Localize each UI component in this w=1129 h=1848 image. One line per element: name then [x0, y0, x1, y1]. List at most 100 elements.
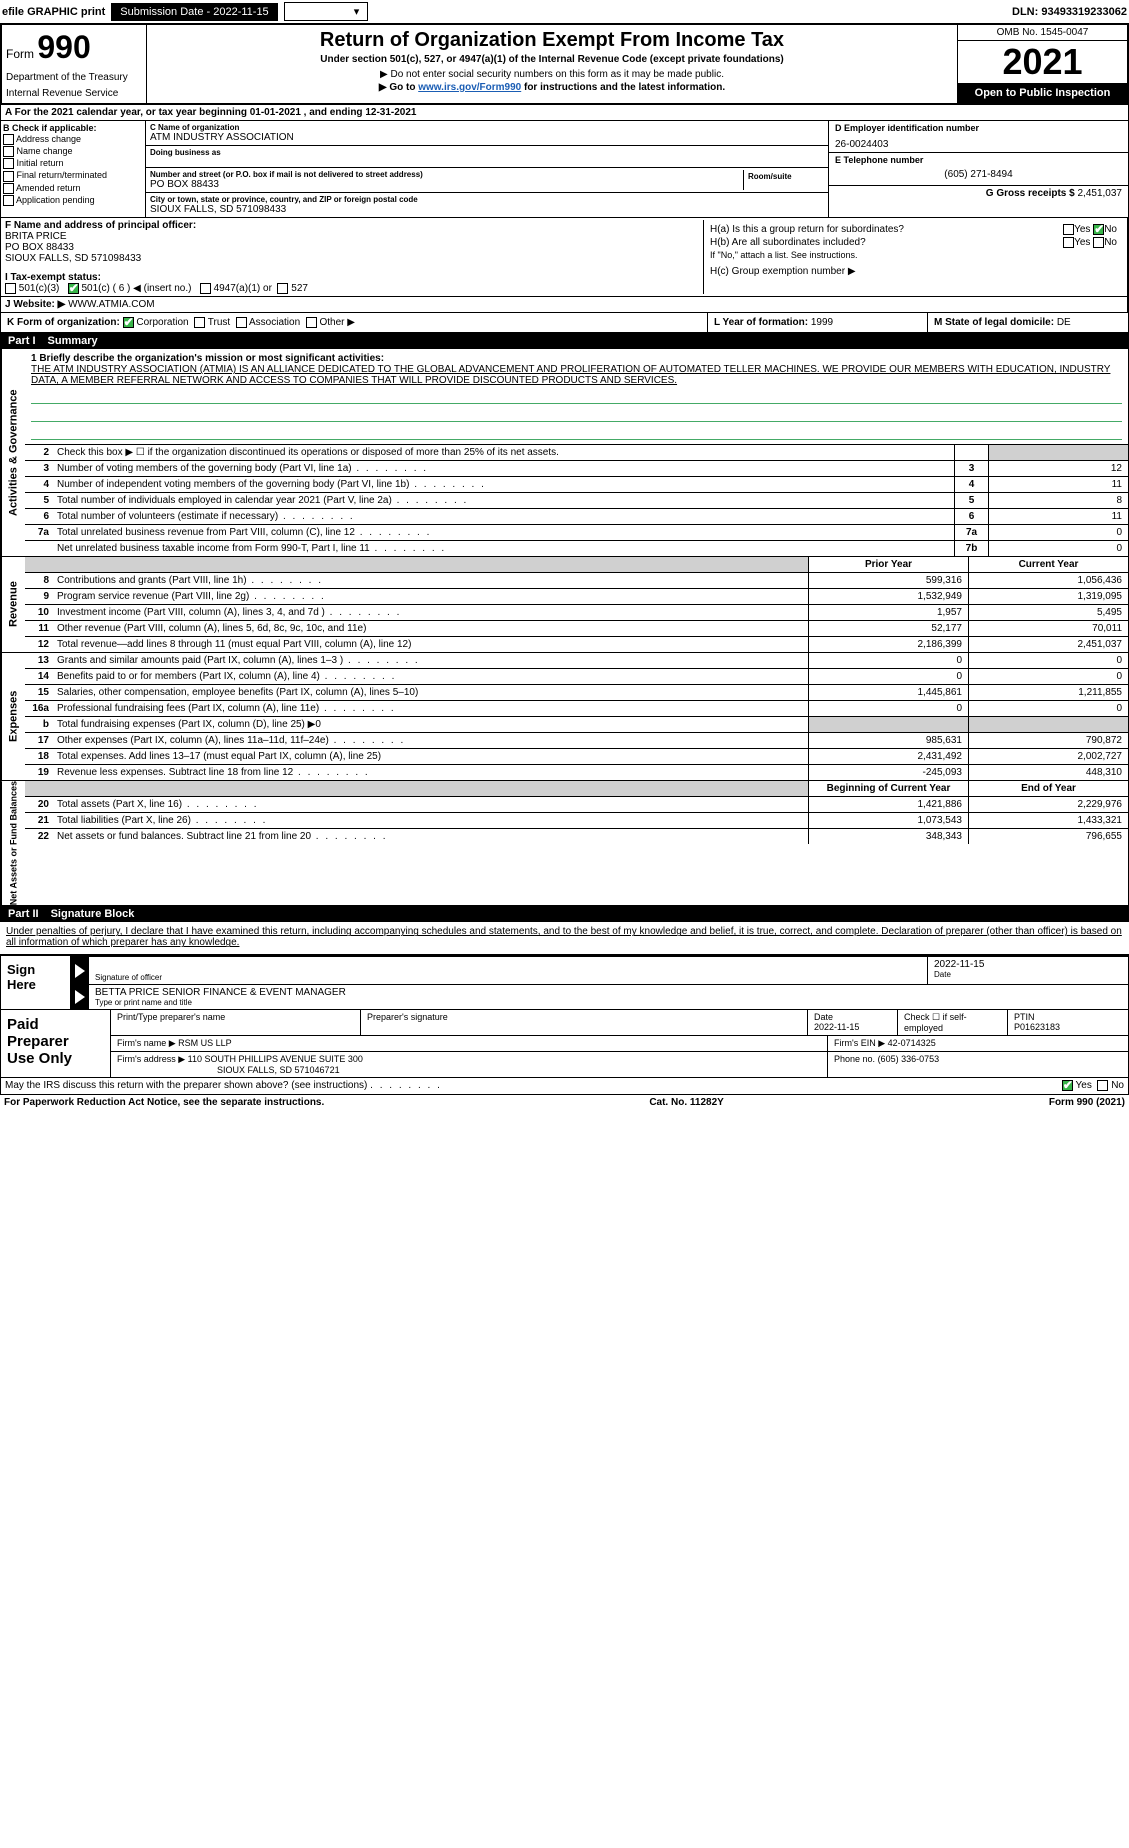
row-12: 12Total revenue—add lines 8 through 11 (…	[25, 637, 1128, 652]
ein-value: 26-0024403	[835, 139, 1122, 150]
form-note2: ▶ Go to www.irs.gov/Form990 for instruct…	[151, 82, 953, 93]
chk-501c3[interactable]	[5, 283, 16, 294]
blank-line	[31, 390, 1122, 404]
chk-hb-no[interactable]	[1093, 237, 1104, 248]
col-header-1: Prior Year Current Year	[25, 557, 1128, 573]
room-label: Room/suite	[744, 170, 824, 190]
chk-527[interactable]	[277, 283, 288, 294]
ein-label: D Employer identification number	[835, 123, 1122, 133]
penalty-text: Under penalties of perjury, I declare th…	[0, 922, 1129, 952]
chk-discuss-no[interactable]	[1097, 1080, 1108, 1091]
box-c: C Name of organization ATM INDUSTRY ASSO…	[146, 121, 828, 217]
calendar-line: A For the 2021 calendar year, or tax yea…	[0, 105, 1129, 121]
website-label: J Website: ▶	[5, 299, 65, 310]
net-assets-section: Net Assets or Fund Balances Beginning of…	[0, 781, 1129, 906]
irs-link[interactable]: www.irs.gov/Form990	[418, 82, 521, 93]
form-footer: Form 990 (2021)	[1049, 1097, 1125, 1108]
submission-date-button[interactable]: Submission Date - 2022-11-15	[111, 3, 277, 21]
chk-application-pending[interactable]: Application pending	[3, 195, 143, 206]
chk-assoc[interactable]	[236, 317, 247, 328]
row-8: 8Contributions and grants (Part VIII, li…	[25, 573, 1128, 589]
website-value: WWW.ATMIA.COM	[68, 299, 154, 310]
row-14: 14Benefits paid to or for members (Part …	[25, 669, 1128, 685]
irs-label: Internal Revenue Service	[6, 88, 142, 99]
domicile-label: M State of legal domicile:	[934, 317, 1054, 328]
row-2: 2 Check this box ▶ ☐ if the organization…	[25, 445, 1128, 461]
addr-label: Number and street (or P.O. box if mail i…	[150, 170, 743, 179]
chk-501c[interactable]	[68, 283, 79, 294]
omb-label: OMB No. 1545-0047	[958, 25, 1127, 41]
col-header-2: Beginning of Current Year End of Year	[25, 781, 1128, 797]
officer-label: F Name and address of principal officer:	[5, 220, 703, 231]
cat-no: Cat. No. 11282Y	[649, 1097, 723, 1108]
row-5: 5Total number of individuals employed in…	[25, 493, 1128, 509]
form-number: 990	[37, 29, 90, 65]
blank-line	[31, 408, 1122, 422]
sig-officer-label: Signature of officer	[95, 973, 921, 982]
row-10: 10Investment income (Part VIII, column (…	[25, 605, 1128, 621]
form-word: Form	[6, 47, 34, 61]
part-i-header: Part I Summary	[0, 333, 1129, 349]
addr-value: PO BOX 88433	[150, 179, 743, 190]
paid-row-firm: Firm's name ▶ RSM US LLP Firm's EIN ▶ 42…	[111, 1036, 1128, 1052]
sign-here-label: SignHere	[1, 956, 71, 1009]
side-ag: Activities & Governance	[1, 349, 25, 556]
chk-ha-no[interactable]	[1093, 224, 1104, 235]
chk-discuss-yes[interactable]	[1062, 1080, 1073, 1091]
form-header-center: Return of Organization Exempt From Incom…	[147, 25, 957, 103]
chk-corp[interactable]	[123, 317, 134, 328]
identification-block: B Check if applicable: Address change Na…	[0, 121, 1129, 218]
form-header-right: OMB No. 1545-0047 2021 Open to Public In…	[957, 25, 1127, 103]
chk-4947[interactable]	[200, 283, 211, 294]
officer-addr1: PO BOX 88433	[5, 242, 703, 253]
arrow-icon	[71, 985, 89, 1009]
side-net: Net Assets or Fund Balances	[1, 781, 25, 905]
expenses-section: Expenses 13Grants and similar amounts pa…	[0, 653, 1129, 781]
activities-governance-section: Activities & Governance 1 Briefly descri…	[0, 349, 1129, 557]
pra-notice: For Paperwork Reduction Act Notice, see …	[4, 1097, 324, 1108]
part-i-title: Summary	[48, 335, 98, 347]
org-name: ATM INDUSTRY ASSOCIATION	[150, 132, 824, 143]
paid-preparer-block: PaidPreparerUse Only Print/Type preparer…	[0, 1010, 1129, 1078]
formorg-label: K Form of organization:	[7, 317, 120, 328]
side-rev: Revenue	[1, 557, 25, 652]
row-16b: bTotal fundraising expenses (Part IX, co…	[25, 717, 1128, 733]
chk-address-change[interactable]: Address change	[3, 134, 143, 145]
part-ii-title: Signature Block	[51, 908, 135, 920]
open-public-label: Open to Public Inspection	[958, 83, 1127, 103]
discuss-line: May the IRS discuss this return with the…	[0, 1078, 1129, 1094]
form-subtitle: Under section 501(c), 527, or 4947(a)(1)…	[151, 54, 953, 65]
city-value: SIOUX FALLS, SD 571098433	[150, 204, 824, 215]
dropdown-button[interactable]: ▾	[284, 2, 369, 21]
chk-name-change[interactable]: Name change	[3, 146, 143, 157]
chk-amended-return[interactable]: Amended return	[3, 183, 143, 194]
row-6: 6Total number of volunteers (estimate if…	[25, 509, 1128, 525]
chk-hb-yes[interactable]	[1063, 237, 1074, 248]
fh-block: F Name and address of principal officer:…	[0, 218, 1129, 313]
form-header-left: Form 990 Department of the Treasury Inte…	[2, 25, 147, 103]
mission-text: THE ATM INDUSTRY ASSOCIATION (ATMIA) IS …	[31, 364, 1122, 386]
row-4: 4Number of independent voting members of…	[25, 477, 1128, 493]
row-22: 22Net assets or fund balances. Subtract …	[25, 829, 1128, 844]
yearform-value: 1999	[811, 317, 833, 328]
chk-final-return[interactable]: Final return/terminated	[3, 170, 143, 181]
sig-date-label: Date	[934, 970, 1122, 979]
chk-ha-yes[interactable]	[1063, 224, 1074, 235]
dba-label: Doing business as	[150, 148, 824, 157]
form-note1: ▶ Do not enter social security numbers o…	[151, 69, 953, 80]
gross-value: 2,451,037	[1078, 188, 1123, 199]
hb-note: If "No," attach a list. See instructions…	[710, 250, 1117, 260]
phone-label: E Telephone number	[835, 155, 1122, 165]
hc-label: H(c) Group exemption number ▶	[710, 266, 856, 277]
top-bar: efile GRAPHIC print Submission Date - 20…	[0, 0, 1129, 23]
row-19: 19Revenue less expenses. Subtract line 1…	[25, 765, 1128, 780]
hb-label: H(b) Are all subordinates included?	[710, 237, 866, 248]
page-footer: For Paperwork Reduction Act Notice, see …	[0, 1095, 1129, 1110]
chk-initial-return[interactable]: Initial return	[3, 158, 143, 169]
row-9: 9Program service revenue (Part VIII, lin…	[25, 589, 1128, 605]
domicile-value: DE	[1057, 317, 1071, 328]
row-20: 20Total assets (Part X, line 16)1,421,88…	[25, 797, 1128, 813]
tax-status-label: I Tax-exempt status:	[5, 272, 101, 283]
chk-other[interactable]	[306, 317, 317, 328]
chk-trust[interactable]	[194, 317, 205, 328]
